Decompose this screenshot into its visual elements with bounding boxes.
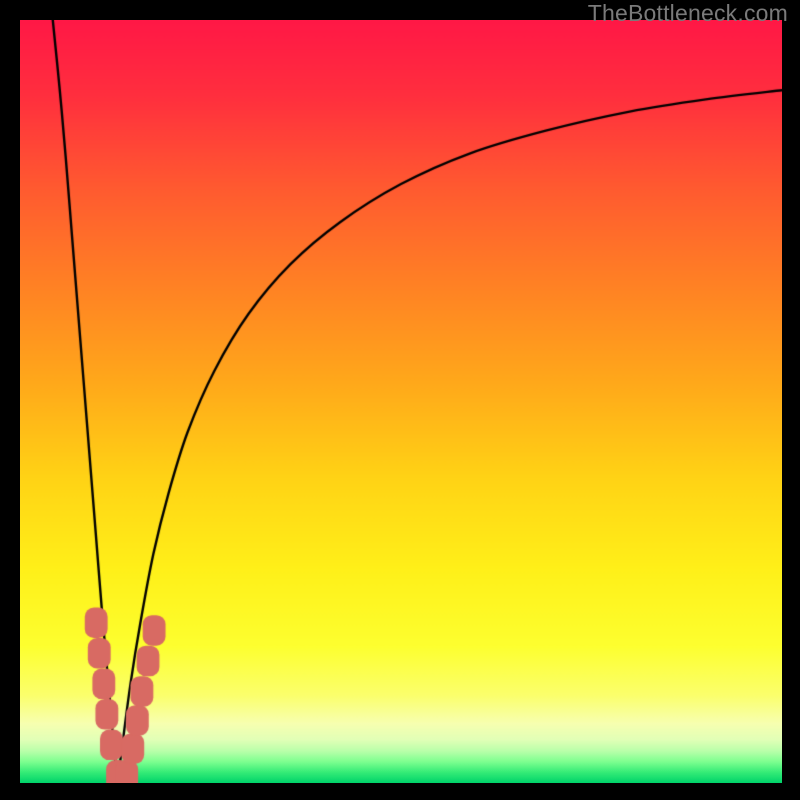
plot-area bbox=[20, 20, 782, 783]
data-markers bbox=[20, 20, 782, 783]
watermark-text: TheBottleneck.com bbox=[588, 0, 788, 27]
chart-stage: TheBottleneck.com bbox=[0, 0, 800, 800]
